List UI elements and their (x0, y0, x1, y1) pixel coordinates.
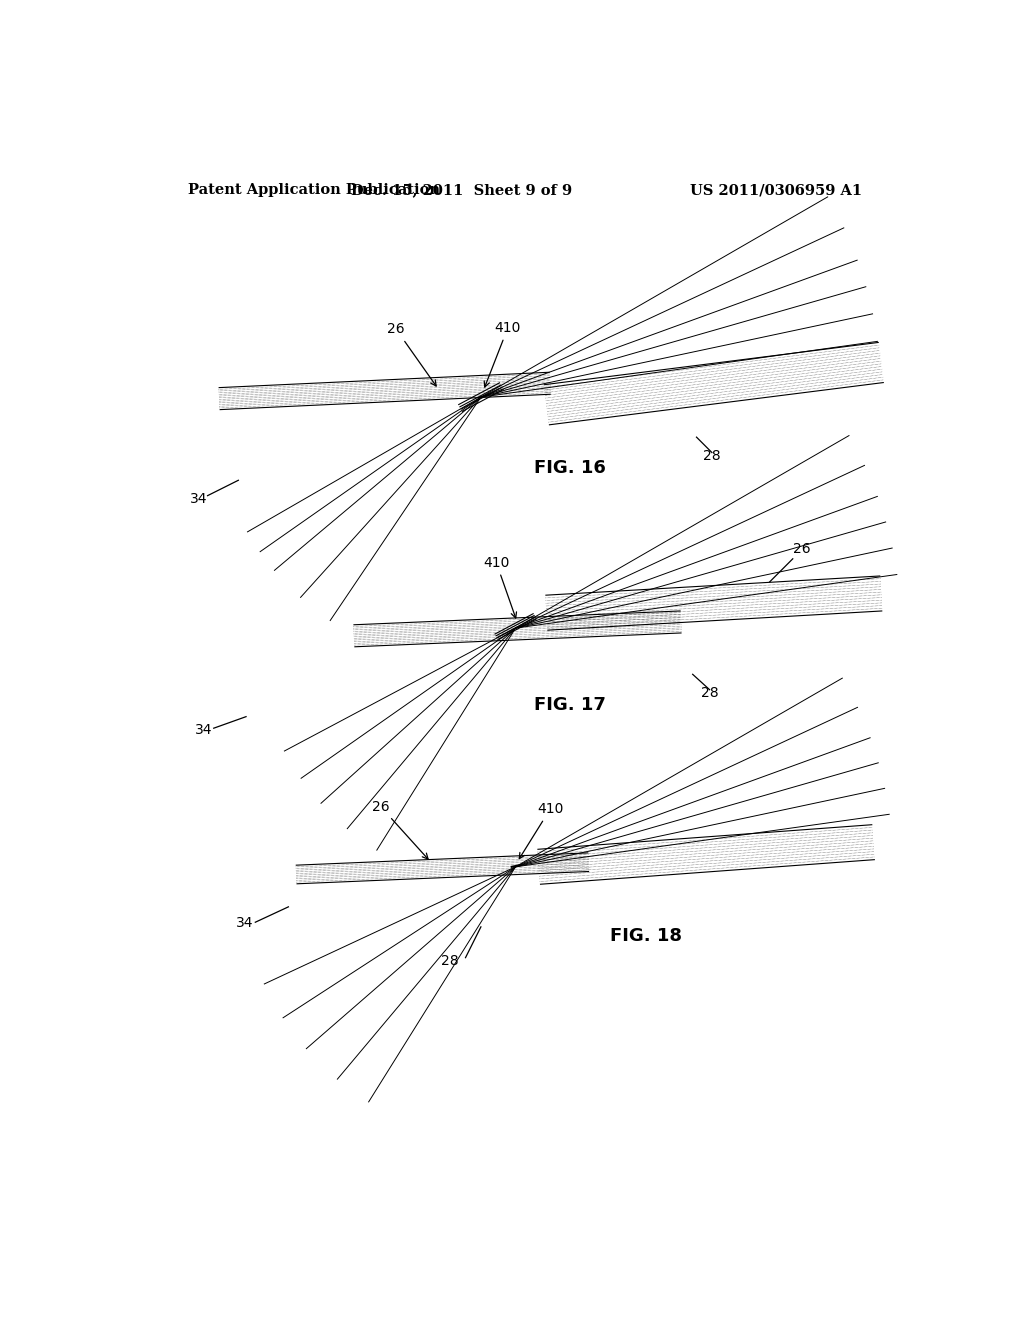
Text: US 2011/0306959 A1: US 2011/0306959 A1 (690, 183, 862, 197)
Text: 28: 28 (703, 449, 721, 463)
Text: Dec. 15, 2011  Sheet 9 of 9: Dec. 15, 2011 Sheet 9 of 9 (351, 183, 572, 197)
Text: 410: 410 (483, 556, 516, 618)
Text: FIG. 18: FIG. 18 (610, 927, 682, 945)
Text: 26: 26 (794, 541, 811, 556)
Text: 410: 410 (484, 321, 521, 387)
Text: 410: 410 (519, 803, 563, 858)
Text: FIG. 16: FIG. 16 (534, 459, 605, 477)
Text: Patent Application Publication: Patent Application Publication (188, 183, 440, 197)
Text: 26: 26 (372, 800, 428, 859)
Text: 34: 34 (195, 723, 212, 738)
Text: 26: 26 (387, 322, 436, 385)
Text: 28: 28 (441, 954, 459, 969)
Text: FIG. 17: FIG. 17 (534, 696, 605, 714)
Text: 28: 28 (700, 686, 719, 701)
Text: 34: 34 (236, 916, 253, 929)
Text: 34: 34 (189, 492, 207, 507)
